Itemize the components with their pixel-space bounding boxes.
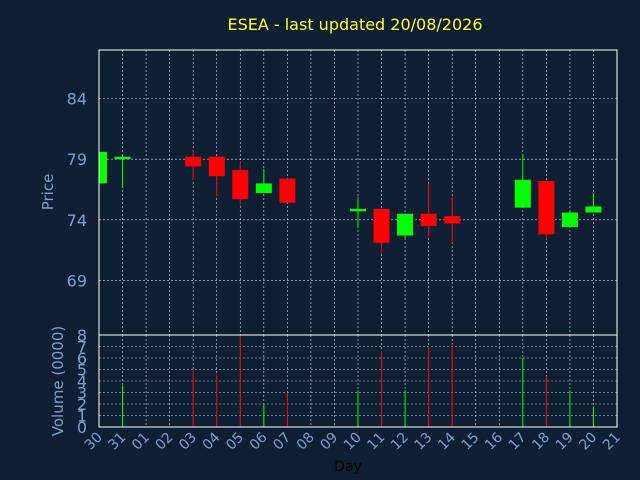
volume-tick-label: 1 <box>77 407 87 426</box>
volume-tick-label: 4 <box>77 372 87 391</box>
day-tick-label: 21 <box>600 430 624 454</box>
price-tick-label: 74 <box>67 211 87 230</box>
day-tick-label: 08 <box>294 430 318 454</box>
candle-body <box>279 178 296 203</box>
day-tick-label: 09 <box>317 430 341 454</box>
x-axis-label: Day <box>334 459 362 475</box>
candle-body <box>561 212 578 228</box>
day-tick-label: 02 <box>153 430 177 454</box>
day-tick-label: 15 <box>459 430 483 454</box>
day-tick-label: 07 <box>270 430 294 454</box>
candle-body <box>538 180 555 235</box>
candle-body <box>114 156 131 160</box>
day-tick-label: 01 <box>129 430 153 454</box>
day-tick-label: 12 <box>388 430 412 454</box>
volume-tick-label: 8 <box>77 326 87 345</box>
day-tick-label: 06 <box>247 429 271 453</box>
day-tick-label: 16 <box>482 429 506 453</box>
candle-body <box>255 183 272 194</box>
candle-body <box>420 213 437 226</box>
volume-tick-label: 3 <box>77 384 87 403</box>
day-tick-label: 05 <box>223 430 247 454</box>
day-tick-labels: 30 31 01 02 03 04 05 06 07 08 09 10 11 12 13 14 15 16 17 18… <box>82 429 624 453</box>
candle-body <box>514 179 531 208</box>
price-tick-label: 84 <box>67 90 87 109</box>
volume-panel-frame <box>98 334 618 428</box>
day-tick-label: 18 <box>529 430 553 454</box>
price-candles <box>98 149 602 254</box>
price-tick-labels: 69 74 79 84 <box>67 90 87 291</box>
volume-tick-label: 2 <box>77 395 87 414</box>
candle-body <box>373 208 390 243</box>
day-tick-label: 11 <box>364 430 388 454</box>
day-tick-label: 13 <box>412 430 436 454</box>
candle-body <box>232 170 249 200</box>
day-tick-label: 14 <box>435 429 459 453</box>
candle-body <box>350 208 366 212</box>
candle-body <box>585 206 602 213</box>
candle-body <box>99 151 107 184</box>
day-tick-label: 19 <box>553 430 577 454</box>
volume-tick-label: 5 <box>77 361 87 380</box>
price-axis-label: Price <box>39 174 57 211</box>
day-tick-label: 20 <box>576 430 600 454</box>
candle-body <box>444 216 461 224</box>
candle-body <box>185 156 202 167</box>
volume-tick-label: 6 <box>77 349 87 368</box>
day-tick-label: 17 <box>506 430 530 454</box>
day-tick-label: 31 <box>105 430 129 454</box>
volume-axis-label: Volume (0000) <box>49 326 67 436</box>
day-tick-label: 10 <box>341 430 365 454</box>
chart-title: ESEA - last updated 20/08/2026 <box>227 15 482 34</box>
price-tick-label: 69 <box>67 271 87 290</box>
volume-tick-label: 7 <box>77 338 87 357</box>
volume-tick-label: 0 <box>77 418 87 437</box>
candle-body <box>397 213 414 236</box>
candle-body <box>208 156 225 177</box>
volume-bars <box>122 335 594 427</box>
price-tick-label: 79 <box>67 150 87 169</box>
day-tick-label: 03 <box>176 430 200 454</box>
price-gridlines <box>98 50 618 335</box>
day-tick-label: 04 <box>200 429 224 453</box>
